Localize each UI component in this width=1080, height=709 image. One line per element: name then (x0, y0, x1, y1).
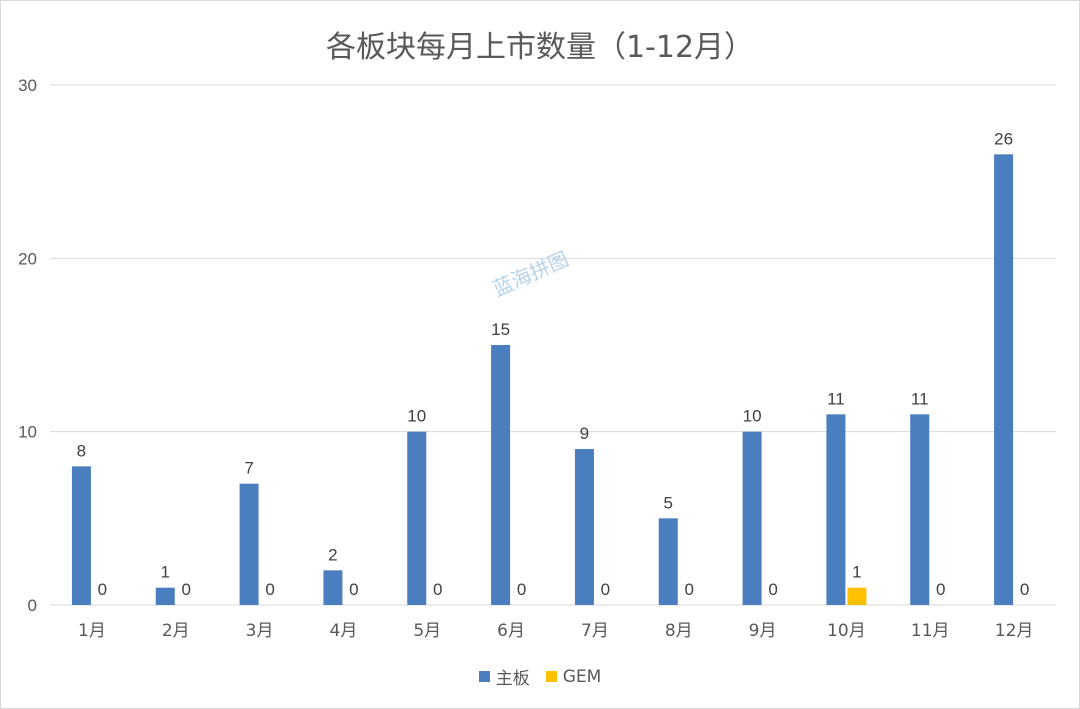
data-label-gem: 0 (601, 580, 610, 599)
data-label-gem: 0 (98, 580, 107, 599)
legend-swatch-gem (545, 671, 557, 682)
data-label-main: 7 (244, 459, 253, 478)
data-label-gem: 0 (433, 580, 442, 599)
bar-main (491, 345, 511, 605)
x-tick-label: 7月 (581, 621, 609, 641)
x-tick-label: 12月 (995, 621, 1034, 641)
chart-title: 各板块每月上市数量（1-12月） (325, 30, 755, 65)
y-tick-label: 30 (18, 76, 37, 95)
data-label-main: 2 (328, 545, 337, 564)
x-tick-label: 6月 (497, 621, 525, 641)
data-label-main: 11 (911, 389, 929, 408)
data-label-gem: 1 (852, 563, 861, 582)
x-tick-label: 4月 (330, 621, 358, 641)
y-tick-label: 0 (28, 596, 37, 615)
data-label-gem: 0 (265, 580, 274, 599)
bar-main (658, 518, 678, 605)
x-tick-label: 10月 (827, 621, 866, 641)
bar-main (323, 570, 343, 605)
data-label-main: 1 (161, 563, 170, 582)
data-label-gem: 0 (936, 580, 945, 599)
bar-main (994, 154, 1014, 606)
data-label-main: 10 (743, 407, 762, 426)
legend-swatch-main (478, 671, 490, 682)
bar-main (910, 414, 930, 605)
legend: 主板 GEM (0, 664, 1080, 689)
legend-label-main: 主板 (495, 669, 530, 689)
x-tick-label: 11月 (911, 621, 950, 641)
data-label-main: 8 (77, 441, 86, 460)
bar-main (407, 431, 427, 605)
bar-main (826, 414, 846, 605)
data-label-main: 26 (994, 129, 1013, 148)
data-label-main: 10 (407, 407, 426, 426)
x-tick-label: 9月 (749, 621, 777, 641)
y-tick-label: 20 (18, 249, 37, 268)
data-label-gem: 0 (517, 580, 526, 599)
x-tick-label: 2月 (162, 621, 190, 641)
y-tick-label: 10 (18, 423, 37, 442)
x-tick-label: 3月 (246, 621, 274, 641)
data-label-main: 11 (827, 389, 845, 408)
data-label-main: 15 (491, 320, 510, 339)
data-label-gem: 0 (349, 580, 358, 599)
data-label-gem: 0 (182, 580, 191, 599)
data-label-gem: 0 (1020, 580, 1029, 599)
bar-main (155, 587, 175, 605)
bar-main (239, 483, 259, 605)
x-tick-label: 1月 (78, 621, 106, 641)
x-tick-label: 8月 (665, 621, 693, 641)
legend-item-main: 主板 (478, 664, 530, 689)
bar-gem (847, 587, 867, 605)
data-label-main: 5 (664, 493, 673, 512)
bar-main (742, 431, 762, 605)
bar-main (71, 466, 91, 605)
data-label-gem: 0 (768, 580, 777, 599)
x-tick-label: 5月 (413, 621, 441, 641)
legend-item-gem: GEM (545, 664, 602, 689)
data-label-gem: 0 (685, 580, 694, 599)
data-label-main: 9 (580, 424, 589, 443)
bar-main (574, 449, 594, 605)
legend-label-gem: GEM (562, 666, 602, 687)
